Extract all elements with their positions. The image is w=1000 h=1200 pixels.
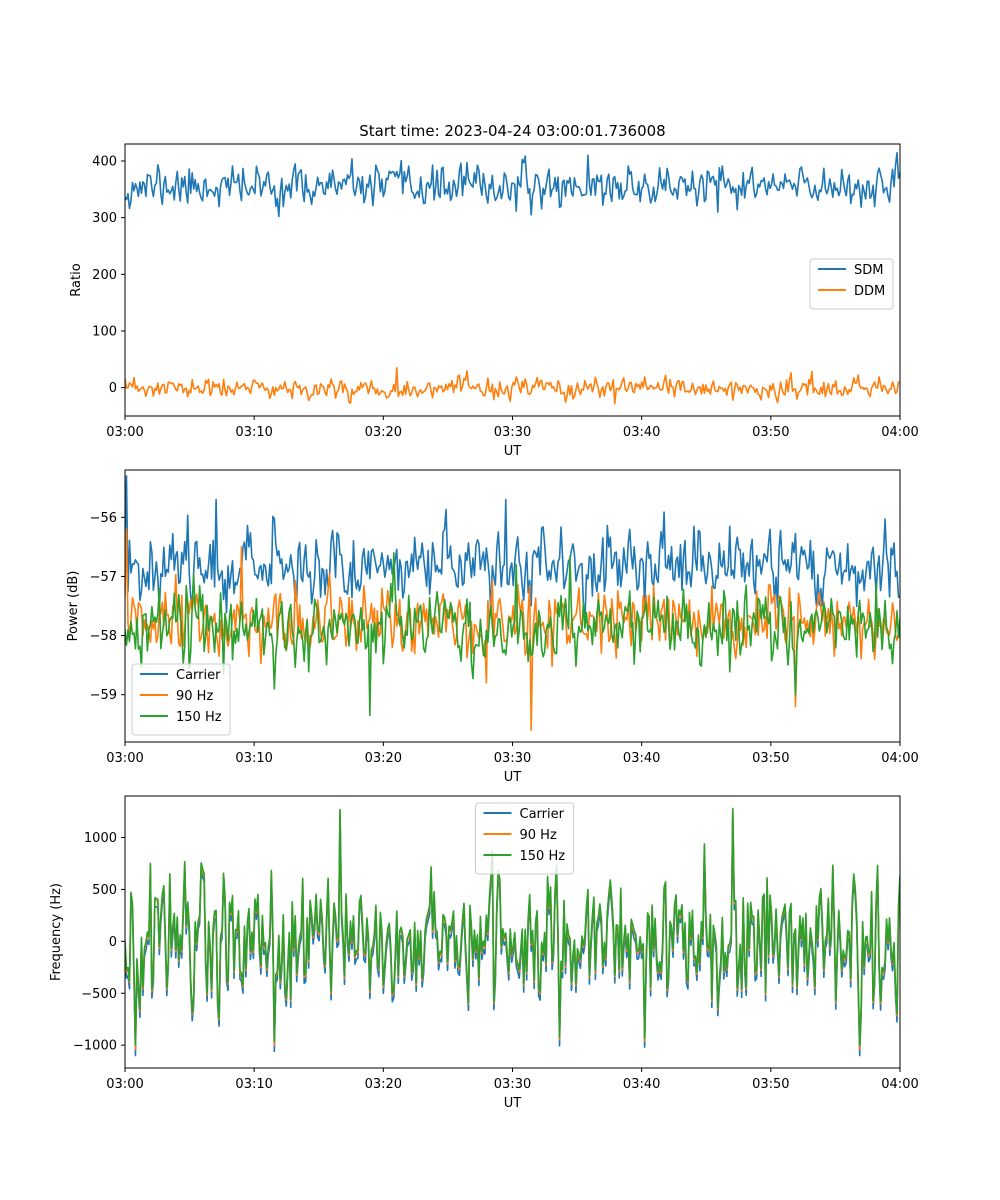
series-line-150-hz <box>125 807 900 1046</box>
x-tick-label: 03:20 <box>365 1077 402 1092</box>
series-line-150-hz <box>125 551 900 717</box>
series-line-carrier <box>125 475 900 623</box>
y-tick-label: −56 <box>90 511 117 526</box>
y-tick-label: −57 <box>90 570 117 585</box>
y-tick-label: 1000 <box>84 831 117 846</box>
x-tick-label: 03:50 <box>752 425 789 440</box>
x-tick-label: 03:10 <box>235 1077 272 1092</box>
y-tick-label: 500 <box>92 883 117 898</box>
legend-label: 90 Hz <box>520 828 557 843</box>
legend-box <box>475 802 574 875</box>
x-axis-label: UT <box>504 770 522 785</box>
x-axis-label: UT <box>504 444 522 459</box>
legend-label: Carrier <box>176 668 221 683</box>
y-tick-label: 400 <box>92 155 117 170</box>
x-tick-label: 03:30 <box>494 425 531 440</box>
y-axis-label: Power (dB) <box>66 571 81 642</box>
x-tick-label: 03:30 <box>494 751 531 766</box>
legend: SDM DDM <box>809 258 894 310</box>
x-tick-label: 04:00 <box>881 425 918 440</box>
series-line-sdm <box>125 151 900 218</box>
legend: Carrier 90 Hz 150 Hz <box>475 802 574 875</box>
x-tick-label: 03:00 <box>106 425 143 440</box>
legend-box <box>809 258 894 310</box>
x-tick-label: 04:00 <box>881 1077 918 1092</box>
x-tick-label: 03:20 <box>365 751 402 766</box>
x-tick-label: 03:50 <box>752 1077 789 1092</box>
x-tick-label: 03:20 <box>365 425 402 440</box>
x-tick-label: 03:50 <box>752 751 789 766</box>
x-tick-label: 04:00 <box>881 751 918 766</box>
x-tick-label: 03:40 <box>623 425 660 440</box>
x-axis-label: UT <box>504 1096 522 1111</box>
legend-label: 150 Hz <box>176 710 222 725</box>
legend-label: 90 Hz <box>176 689 213 704</box>
legend-label: DDM <box>854 284 885 299</box>
x-tick-label: 03:10 <box>235 425 272 440</box>
chart-panel-2: 03:00 03:10 03:20 03:30 03:40 03:50 04:00 −59 −5… <box>66 469 919 785</box>
y-tick-label: 300 <box>92 211 117 226</box>
chart-title: Start time: 2023-04-24 03:00:01.736008 <box>359 122 665 140</box>
x-tick-label: 03:00 <box>106 1077 143 1092</box>
y-tick-label: 0 <box>109 381 117 396</box>
y-tick-label: −59 <box>90 688 117 703</box>
legend: Carrier 90 Hz 150 Hz <box>131 663 231 736</box>
chart-panel-1: 03:00 03:10 03:20 03:30 03:40 03:50 04:00 0 100 2… <box>69 122 919 459</box>
chart-panel-3: 03:00 03:10 03:20 03:30 03:40 03:50 04:00 −1000… <box>49 795 919 1111</box>
legend-label: SDM <box>854 263 883 278</box>
y-axis-label: Frequency (Hz) <box>49 883 64 981</box>
legend-label: Carrier <box>520 807 565 822</box>
x-tick-label: 03:00 <box>106 751 143 766</box>
y-axis-label: Ratio <box>69 263 84 296</box>
y-tick-label: 0 <box>109 935 117 950</box>
legend-label: 150 Hz <box>520 849 566 864</box>
x-tick-label: 03:10 <box>235 751 272 766</box>
y-tick-label: 200 <box>92 268 117 283</box>
y-tick-label: 100 <box>92 325 117 340</box>
y-tick-label: −1000 <box>73 1039 117 1054</box>
legend-box <box>131 663 231 736</box>
x-tick-label: 03:40 <box>623 1077 660 1092</box>
x-tick-label: 03:40 <box>623 751 660 766</box>
x-tick-label: 03:30 <box>494 1077 531 1092</box>
y-tick-label: −500 <box>81 987 117 1002</box>
series-line-ddm <box>125 367 900 405</box>
y-tick-label: −58 <box>90 629 117 644</box>
